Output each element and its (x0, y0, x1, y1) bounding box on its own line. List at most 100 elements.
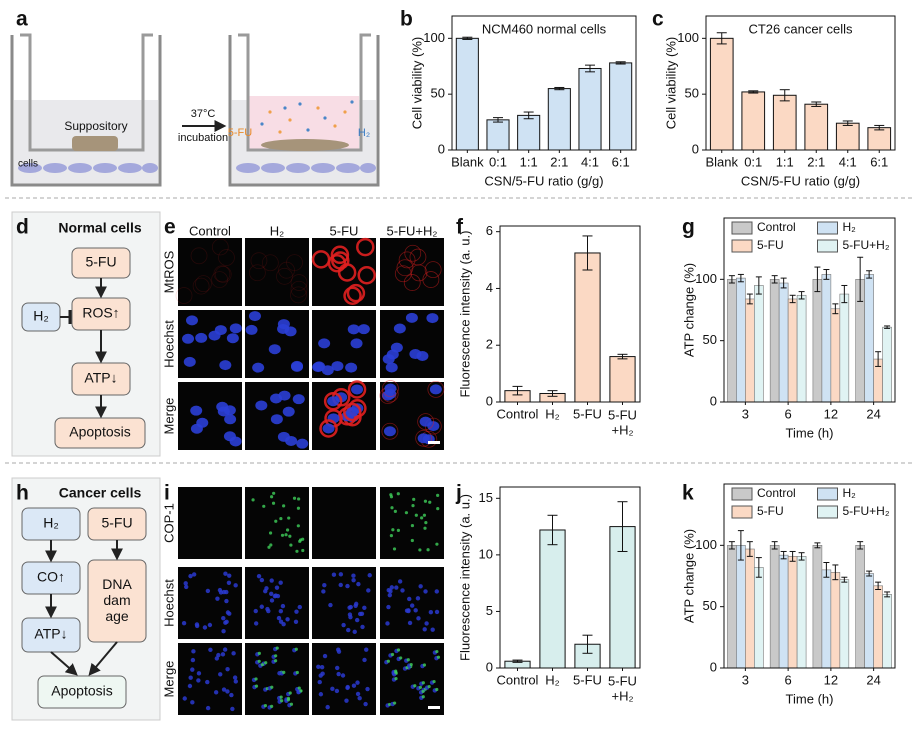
bar (804, 103, 829, 151)
y-tick-label: 5 (486, 603, 493, 618)
legend-label: H₂ (843, 486, 857, 500)
panel-label: a (16, 8, 28, 31)
nucleus (357, 696, 362, 701)
mitochondria (195, 275, 212, 293)
nucleus (316, 664, 321, 669)
cop-signal (390, 506, 394, 510)
nucleus (383, 426, 396, 437)
bar (547, 88, 571, 151)
mitochondria (415, 429, 433, 447)
panel-label: k (682, 482, 694, 505)
label: 5-FU (228, 127, 253, 139)
nucleus (183, 581, 188, 586)
nucleus (340, 673, 346, 678)
mitochondria (404, 244, 422, 262)
column-header: 5-FU+H₂ (387, 223, 438, 238)
cop-signal (426, 548, 430, 552)
mitochondria (213, 265, 231, 283)
cop-signal (271, 501, 276, 505)
row-label: COP-1 (161, 503, 176, 543)
mitochondria (211, 238, 229, 256)
nucleus (360, 624, 365, 630)
cop-signal (280, 699, 284, 703)
nucleus (226, 333, 239, 344)
cop-signal (289, 543, 293, 547)
x-tick-label: Control (497, 672, 539, 687)
nucleus (195, 332, 208, 343)
bar (745, 548, 755, 669)
plot-frame (723, 483, 896, 669)
nucleus (424, 621, 429, 626)
x-tick-label: 6 (785, 406, 792, 421)
nucleus (434, 589, 439, 594)
nucleus (318, 692, 324, 697)
x-tick-label: H₂ (545, 672, 559, 687)
nucleus (182, 696, 187, 701)
nodes (21, 247, 146, 449)
mitochondria (211, 271, 228, 289)
cop-signal (260, 663, 264, 667)
arrows (60, 278, 107, 419)
nucleus (259, 604, 264, 609)
bar (486, 119, 510, 151)
nucleus (191, 572, 197, 577)
nucleus (225, 610, 231, 615)
cop-signal (435, 687, 439, 692)
nucleus (351, 683, 357, 688)
bar (517, 114, 541, 151)
nucleus (345, 684, 350, 690)
nucleus (231, 651, 236, 656)
x-tick-label: 6 (785, 672, 792, 687)
nucleus (331, 572, 337, 577)
panel-label: d (16, 216, 29, 239)
cop-signal (406, 658, 410, 662)
nucleus (428, 609, 434, 615)
legend-label: 5-FU (757, 238, 784, 252)
nucleus (405, 312, 418, 323)
cop-signal (263, 704, 268, 708)
nucleus (233, 583, 238, 588)
y-tick-label: 50 (431, 86, 445, 101)
nucleus (218, 590, 224, 595)
plot-frame (499, 486, 641, 669)
nucleus (285, 617, 290, 622)
nucleus (362, 605, 367, 610)
nucleus (278, 580, 283, 585)
cop-signal (296, 524, 300, 528)
nucleus (394, 585, 399, 590)
nucleus (434, 609, 440, 615)
bar (796, 294, 807, 403)
x-tick-label: 0:1 (744, 154, 762, 169)
x-axis-label: Time (h) (786, 425, 834, 440)
x-tick-label: 3 (742, 406, 749, 421)
nucleus (335, 665, 340, 671)
bar (772, 94, 797, 151)
mitochondria (427, 381, 445, 398)
mitochondria (417, 413, 435, 431)
nucleus (318, 338, 331, 349)
bar (864, 573, 874, 669)
nucleus (190, 657, 196, 663)
nucleus (338, 582, 343, 588)
cop-signal (257, 651, 261, 655)
micrograph (178, 238, 242, 306)
mitochondria (327, 254, 347, 273)
node-label: 5-FU (85, 254, 116, 270)
bar (867, 127, 892, 151)
label: 37°C (191, 108, 216, 120)
legend-label: Control (757, 486, 796, 500)
nucleus (282, 406, 295, 417)
y-tick-label: 0 (710, 393, 717, 408)
nucleus (196, 678, 201, 683)
mitochondria (261, 254, 279, 272)
cop-signal (427, 684, 431, 689)
mitochondria (192, 277, 210, 295)
bar (778, 554, 789, 669)
nucleus (181, 620, 187, 626)
panel-label: i (164, 482, 170, 505)
cop-signal (279, 516, 283, 521)
y-tick-label: 50 (685, 86, 699, 101)
nucleus (355, 691, 361, 697)
nucleus (352, 629, 357, 635)
nucleus (407, 620, 413, 626)
